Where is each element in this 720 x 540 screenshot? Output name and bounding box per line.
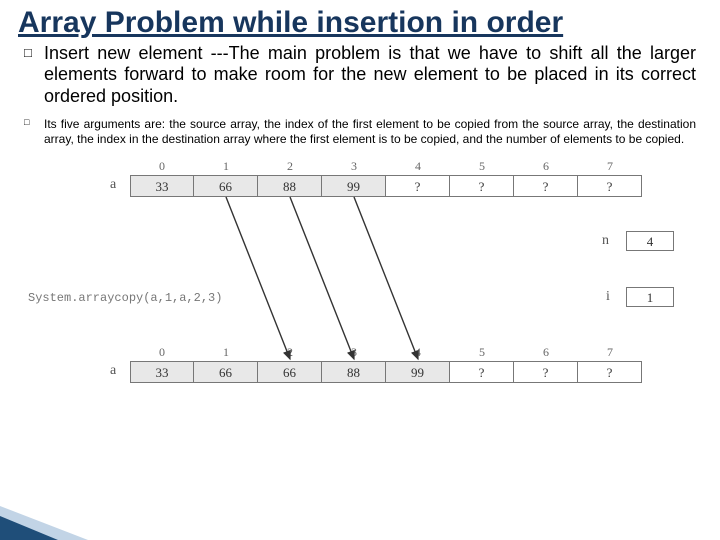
array-cell: 99 <box>386 361 450 383</box>
index-label: 0 <box>130 345 194 360</box>
index-label: 4 <box>386 345 450 360</box>
index-label: 4 <box>386 159 450 174</box>
top-array-row: 33668899???? <box>130 175 642 197</box>
bottom-array-label: a <box>110 363 116 379</box>
para1-prefix: Insert <box>44 43 89 63</box>
code-text: System.arraycopy(a,1,a,2,3) <box>28 291 222 305</box>
array-cell: 66 <box>194 175 258 197</box>
para1-rest: new element ---The main problem is that … <box>44 43 696 106</box>
bottom-array-row: 3366668899??? <box>130 361 642 383</box>
index-label: 0 <box>130 159 194 174</box>
index-label: 6 <box>514 159 578 174</box>
array-cell: ? <box>514 175 578 197</box>
array-cell: ? <box>386 175 450 197</box>
index-label: 1 <box>194 159 258 174</box>
bullet-1: □ <box>24 45 32 61</box>
array-cell: 33 <box>130 175 194 197</box>
var-i-label: i <box>606 289 610 305</box>
array-cell: 88 <box>322 361 386 383</box>
index-label: 3 <box>322 159 386 174</box>
array-cell: ? <box>578 361 642 383</box>
index-label: 5 <box>450 345 514 360</box>
array-cell: ? <box>450 175 514 197</box>
index-label: 7 <box>578 159 642 174</box>
slide-corner-accent <box>0 516 58 540</box>
array-cell: 33 <box>130 361 194 383</box>
array-cell: ? <box>578 175 642 197</box>
para2-text: Its five arguments are: the source array… <box>44 117 696 146</box>
array-cell: ? <box>450 361 514 383</box>
index-label: 6 <box>514 345 578 360</box>
sub-paragraph: □ Its five arguments are: the source arr… <box>0 115 720 153</box>
index-label: 1 <box>194 345 258 360</box>
var-n-box: 4 <box>626 231 674 251</box>
index-label: 2 <box>258 345 322 360</box>
index-label: 7 <box>578 345 642 360</box>
array-diagram: a 01234567 33668899???? n 4 i 1 System.a… <box>0 153 720 433</box>
main-paragraph: □ Insert new element ---The main problem… <box>0 43 720 116</box>
array-cell: 66 <box>194 361 258 383</box>
array-cell: 88 <box>258 175 322 197</box>
array-cell: 66 <box>258 361 322 383</box>
index-label: 5 <box>450 159 514 174</box>
array-cell: ? <box>514 361 578 383</box>
index-label: 3 <box>322 345 386 360</box>
top-array-label: a <box>110 177 116 193</box>
index-label: 2 <box>258 159 322 174</box>
var-n-label: n <box>602 233 609 249</box>
slide-title: Array Problem while insertion in order <box>0 0 720 43</box>
bullet-2: □ <box>24 117 29 128</box>
array-cell: 99 <box>322 175 386 197</box>
var-i-box: 1 <box>626 287 674 307</box>
